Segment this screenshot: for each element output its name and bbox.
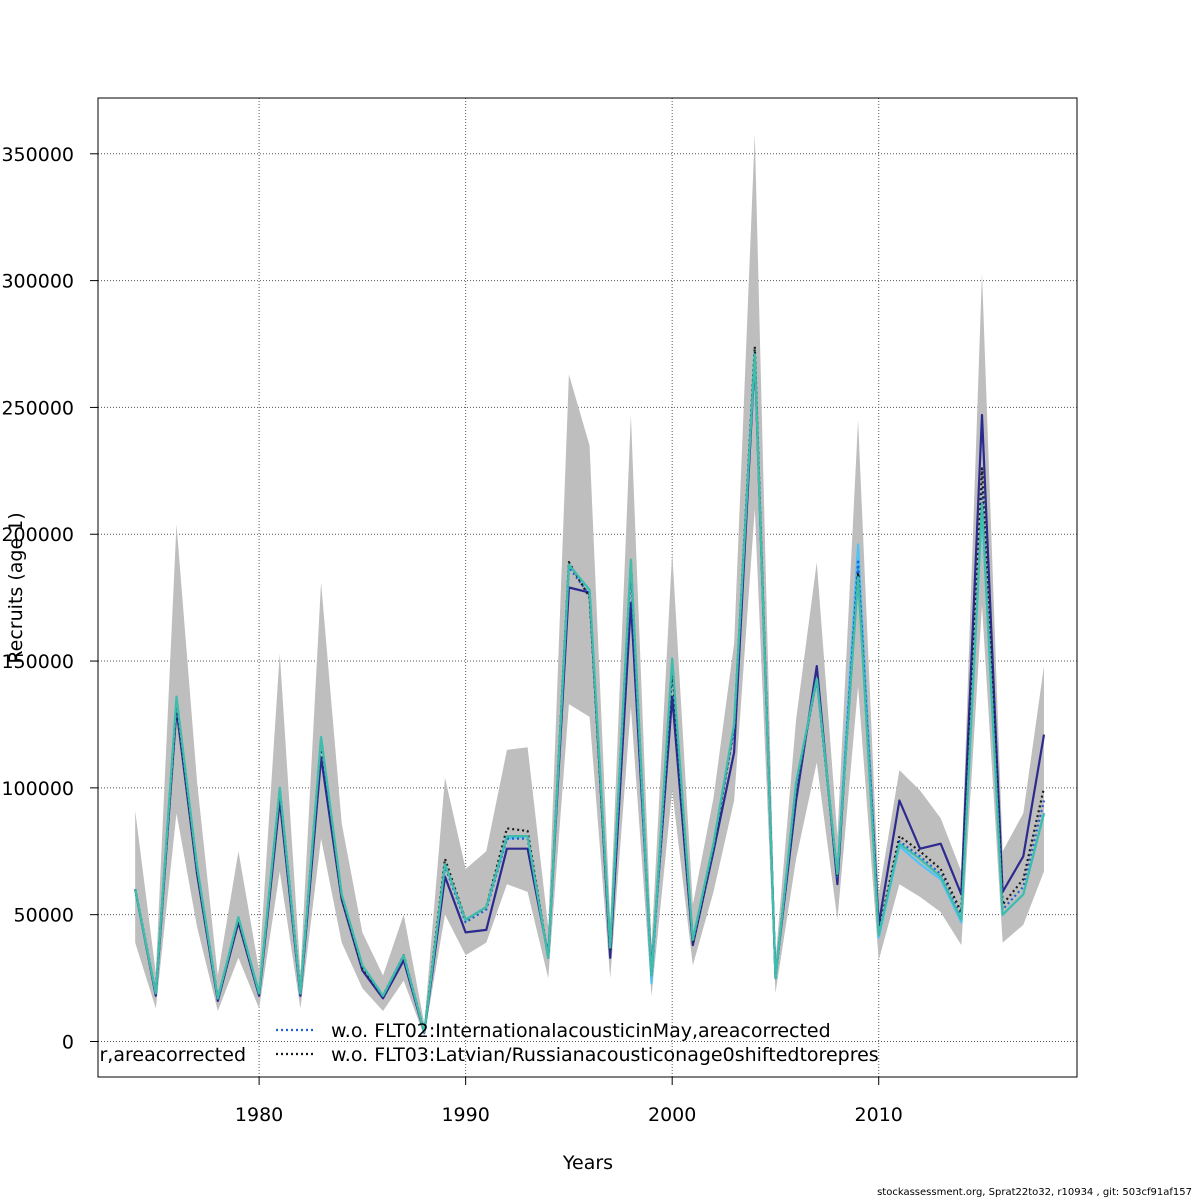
y-tick-label-50000: 50000 — [14, 905, 74, 927]
series-line-5 — [134, 353, 1046, 1033]
y-axis: 0 50000 100000 150000 200000 250000 300000 3500… — [1, 144, 98, 1053]
footer-caption: stockassessment.org, Sprat22to32, r10934… — [877, 1187, 1192, 1198]
x-tick-label-2000: 2000 — [648, 1104, 696, 1126]
series-layer — [134, 345, 1046, 1034]
y-tick-label-350000: 350000 — [1, 144, 74, 166]
legend-clipped-label: r,areacorrected — [100, 1044, 247, 1066]
x-tick-label-1990: 1990 — [441, 1104, 489, 1126]
y-tick-label-250000: 250000 — [1, 397, 74, 419]
x-tick-label-2010: 2010 — [855, 1104, 903, 1126]
confidence-band-layer — [135, 133, 1044, 1037]
legend: r,areacorrected w.o. FLT02:Internationala… — [100, 1020, 879, 1066]
y-tick-label-150000: 150000 — [1, 651, 74, 673]
y-tick-label-300000: 300000 — [1, 271, 74, 293]
legend-label-2: w.o. FLT03:Latvian/Russianacousticonage0… — [331, 1044, 879, 1066]
y-axis-title: Recruits (age 1) — [5, 512, 27, 663]
y-tick-label-200000: 200000 — [1, 524, 74, 546]
x-axis: 1980 1990 2000 2010 — [235, 1077, 903, 1126]
y-tick-label-0: 0 — [62, 1031, 74, 1053]
x-axis-title: Years — [562, 1152, 613, 1174]
plot-frame — [97, 97, 1078, 1078]
confidence-band — [135, 133, 1044, 1037]
legend-label-1: w.o. FLT02:InternationalacousticinMay,ar… — [331, 1020, 831, 1042]
x-tick-label-1980: 1980 — [235, 1104, 283, 1126]
y-tick-label-100000: 100000 — [1, 778, 74, 800]
